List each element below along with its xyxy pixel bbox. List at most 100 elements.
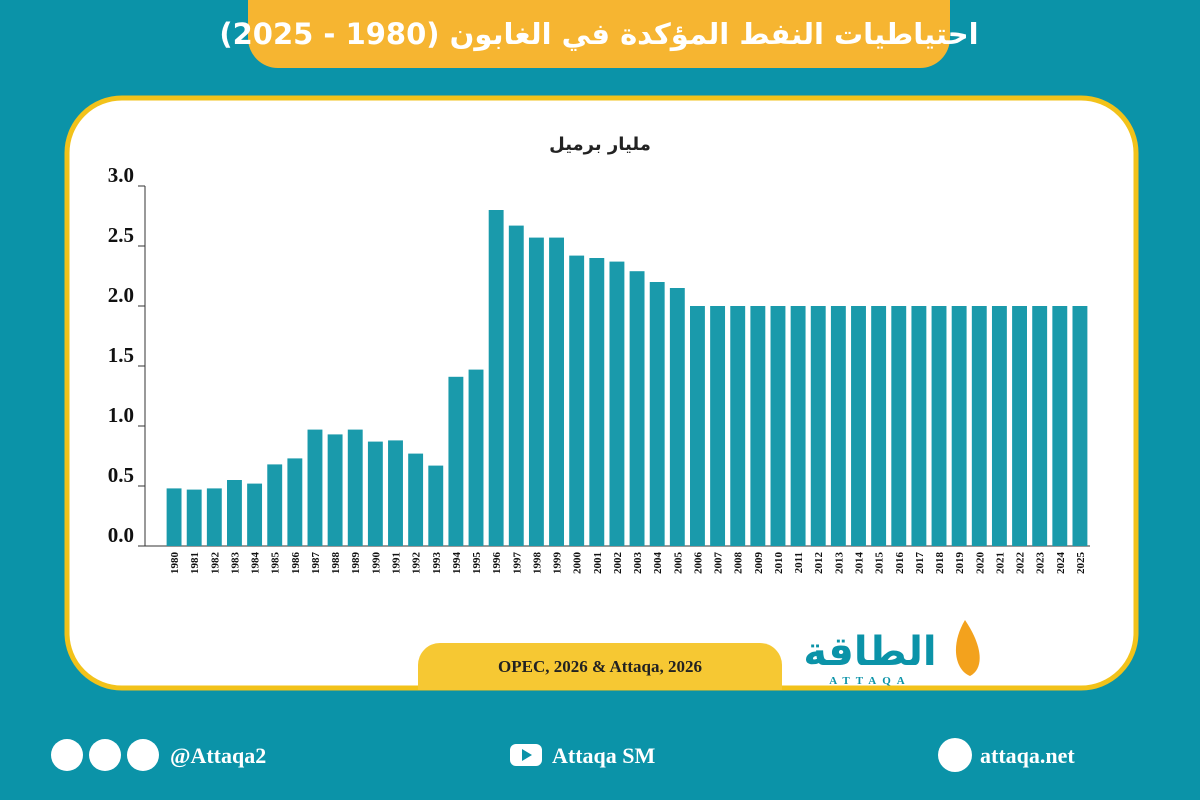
- bar: [549, 237, 564, 546]
- bar: [810, 306, 826, 546]
- x-tick-label: 1992: [411, 552, 423, 575]
- x-tick-label: 1999: [552, 552, 564, 575]
- youtube-play: [522, 749, 532, 761]
- logo-latin: ATTAQA: [829, 675, 910, 687]
- x-tick-label: 1993: [431, 552, 443, 575]
- bar: [287, 458, 303, 546]
- x-tick-label: 1988: [330, 552, 342, 575]
- bar: [508, 225, 524, 546]
- bar: [891, 306, 907, 546]
- logo-name: الطاقة: [803, 629, 936, 675]
- x-tick-label: 1990: [370, 552, 382, 575]
- bar: [971, 306, 987, 546]
- x-tick-label: 2018: [934, 552, 946, 575]
- bar: [388, 440, 403, 546]
- x-tick-label: 1997: [511, 552, 523, 575]
- bar: [629, 271, 645, 546]
- footer-website: attaqa.net: [980, 743, 1075, 768]
- x-tick-label: 2015: [874, 552, 886, 575]
- bar: [247, 483, 263, 546]
- x-tick-label: 1994: [451, 552, 463, 575]
- x-tick-label: 1995: [471, 552, 483, 575]
- y-tick-label: 2.0: [108, 283, 134, 307]
- bar: [347, 429, 363, 546]
- y-tick-label: 0.0: [108, 523, 134, 547]
- bar: [307, 429, 323, 546]
- bar: [468, 369, 484, 546]
- y-axis-label: مليار برميل: [549, 134, 651, 155]
- bar: [991, 306, 1007, 546]
- bar: [790, 306, 806, 546]
- bar: [1012, 306, 1027, 546]
- y-tick-label: 0.5: [108, 463, 134, 487]
- y-tick-label: 1.5: [108, 343, 134, 367]
- bar: [589, 258, 605, 546]
- bar: [186, 489, 202, 546]
- x-tick-label: 2006: [692, 552, 704, 575]
- x-tick-label: 2009: [753, 552, 765, 575]
- x-tick-label: 2007: [713, 552, 725, 575]
- bar: [649, 282, 665, 546]
- bar: [1072, 306, 1088, 546]
- source-box: [418, 643, 782, 690]
- bar: [851, 306, 866, 546]
- bar: [448, 376, 464, 546]
- bar: [1052, 306, 1068, 546]
- y-tick-label: 1.0: [108, 403, 134, 427]
- x-tick-label: 2017: [914, 552, 926, 575]
- x-tick-label: 1991: [391, 552, 403, 574]
- x-tick-label: 2003: [632, 552, 644, 575]
- x-tick-label: 2019: [954, 552, 966, 575]
- bar: [227, 480, 242, 546]
- x-icon: [51, 739, 83, 771]
- x-tick-label: 1984: [250, 552, 262, 575]
- x-tick-label: 2001: [592, 552, 604, 574]
- x-tick-label: 2022: [1015, 552, 1027, 575]
- x-tick-label: 2025: [1075, 552, 1087, 575]
- bar: [710, 306, 726, 546]
- y-tick-label: 3.0: [108, 163, 134, 187]
- x-tick-label: 1996: [491, 552, 503, 575]
- instagram-icon: [89, 739, 121, 771]
- x-tick-label: 2013: [833, 552, 845, 575]
- x-tick-label: 1985: [270, 552, 282, 575]
- bar: [931, 306, 947, 546]
- y-tick-label: 2.5: [108, 223, 134, 247]
- web-icon: [938, 738, 972, 772]
- x-tick-label: 1981: [189, 552, 201, 574]
- x-tick-label: 1989: [350, 552, 362, 575]
- bar: [327, 434, 343, 546]
- x-tick-label: 1983: [229, 552, 241, 575]
- bar: [367, 441, 383, 546]
- bar: [669, 288, 685, 546]
- x-tick-label: 2012: [813, 552, 825, 575]
- x-tick-label: 2000: [572, 552, 584, 575]
- x-tick-label: 2002: [612, 552, 624, 575]
- bar: [267, 464, 283, 546]
- x-tick-label: 1986: [290, 552, 302, 575]
- social-icons: [51, 738, 972, 772]
- bar: [951, 306, 967, 546]
- x-tick-label: 2014: [854, 552, 866, 575]
- x-tick-label: 1998: [531, 552, 543, 575]
- x-tick-label: 1982: [209, 552, 221, 575]
- x-tick-label: 1987: [310, 552, 322, 575]
- bar: [750, 306, 766, 546]
- chart-title: احتياطيات النفط المؤكدة في الغابون (1980…: [219, 17, 978, 51]
- bar: [911, 306, 927, 546]
- bar: [569, 255, 585, 546]
- footer-social: @Attaqa2: [170, 743, 266, 768]
- x-tick-label: 2010: [773, 552, 785, 575]
- bar: [871, 306, 887, 546]
- x-tick-label: 2005: [672, 552, 684, 575]
- x-tick-label: 2004: [652, 552, 664, 575]
- bar: [166, 488, 182, 546]
- bar: [1032, 306, 1048, 546]
- bar: [830, 306, 846, 546]
- x-tick-label: 2024: [1055, 552, 1067, 575]
- facebook-icon: [127, 739, 159, 771]
- bar: [690, 306, 705, 546]
- source: OPEC, 2026 & Attaqa, 2026: [498, 657, 702, 676]
- x-tick-label: 1980: [169, 552, 181, 575]
